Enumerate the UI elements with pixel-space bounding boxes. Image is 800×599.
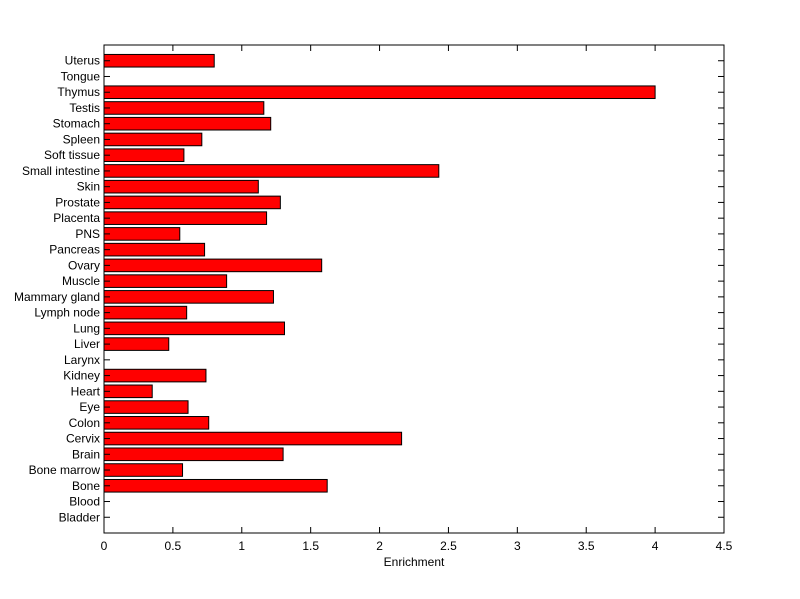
y-tick-label: Heart [71, 384, 101, 398]
bar-ovary [103, 258, 323, 273]
bar-pns [103, 227, 181, 241]
x-axis: 0 0.5 1 1.5 2 2.5 3 3.5 4 4.5 [101, 45, 733, 553]
x-tick-label: 4.5 [716, 539, 733, 553]
bar-stomach [103, 116, 272, 131]
y-tick-label: Pancreas [49, 243, 100, 257]
x-tick-label: 3 [514, 539, 521, 553]
x-tick-label: 4 [652, 539, 659, 553]
y-tick-label: Brain [72, 447, 100, 461]
y-tick-label: Skin [77, 180, 100, 194]
bar-skin [103, 179, 259, 194]
bar-mammary-gland [103, 290, 274, 304]
x-tick-label: 1 [238, 539, 245, 553]
y-tick-label: Lymph node [34, 306, 100, 320]
bar-cervix [103, 431, 403, 446]
y-tick-label: Mammary gland [14, 290, 100, 304]
x-tick-label: 3.5 [578, 539, 595, 553]
y-tick-label: Liver [74, 337, 100, 351]
y-tick-label: Stomach [53, 117, 100, 131]
y-tick-label: Thymus [57, 85, 100, 99]
bar-lymph-node [103, 305, 188, 320]
y-tick-label: Bone [72, 479, 100, 493]
bar-pancreas [103, 242, 206, 257]
bar-liver [103, 337, 170, 351]
x-tick-label: 0.5 [165, 539, 182, 553]
y-tick-label: Colon [69, 416, 100, 430]
bar-eye [103, 400, 189, 414]
y-tick-label: Blood [69, 495, 100, 509]
bar-soft-tissue [103, 148, 185, 162]
y-tick-label: Soft tissue [44, 148, 100, 162]
y-tick-label: Ovary [68, 258, 100, 272]
y-tick-label: Tongue [61, 69, 101, 83]
y-tick-label: Testis [69, 101, 100, 115]
y-tick-label: Eye [79, 400, 100, 414]
x-tick-label: 2.5 [440, 539, 457, 553]
bar-heart [103, 384, 153, 399]
x-tick-label: 1.5 [302, 539, 319, 553]
x-tick-label: 2 [376, 539, 383, 553]
y-tick-label: Bone marrow [29, 463, 101, 477]
bar-kidney [103, 368, 207, 383]
y-tick-label: Bladder [59, 510, 100, 524]
bar-uterus [103, 53, 215, 68]
y-tick-label: Placenta [53, 211, 100, 225]
bar-spleen [103, 132, 203, 147]
y-tick-label: Muscle [62, 274, 100, 288]
bar-muscle [103, 274, 228, 288]
bar-bone [103, 478, 328, 493]
bar-brain [103, 447, 284, 462]
bar-small-intestine [103, 164, 440, 178]
y-tick-label: Prostate [55, 195, 100, 209]
x-axis-label: Enrichment [384, 555, 445, 569]
y-tick-label: Larynx [64, 353, 100, 367]
y-tick-label: PNS [75, 227, 100, 241]
y-tick-label: Kidney [63, 369, 100, 383]
bar-lung [103, 321, 285, 336]
bar-testis [103, 101, 265, 115]
bar-prostate [103, 195, 281, 210]
plot-frame [103, 44, 725, 534]
y-tick-label: Uterus [65, 54, 100, 68]
x-tick-label: 0 [101, 539, 108, 553]
bar-thymus [103, 85, 656, 100]
y-tick-label: Lung [73, 321, 100, 335]
y-tick-label: Small intestine [22, 164, 100, 178]
bars-group [103, 53, 656, 493]
bar-placenta [103, 211, 268, 225]
y-tick-label: Cervix [66, 432, 100, 446]
y-tick-label: Spleen [63, 132, 100, 146]
bar-bone-marrow [103, 463, 184, 477]
bar-colon [103, 416, 210, 430]
